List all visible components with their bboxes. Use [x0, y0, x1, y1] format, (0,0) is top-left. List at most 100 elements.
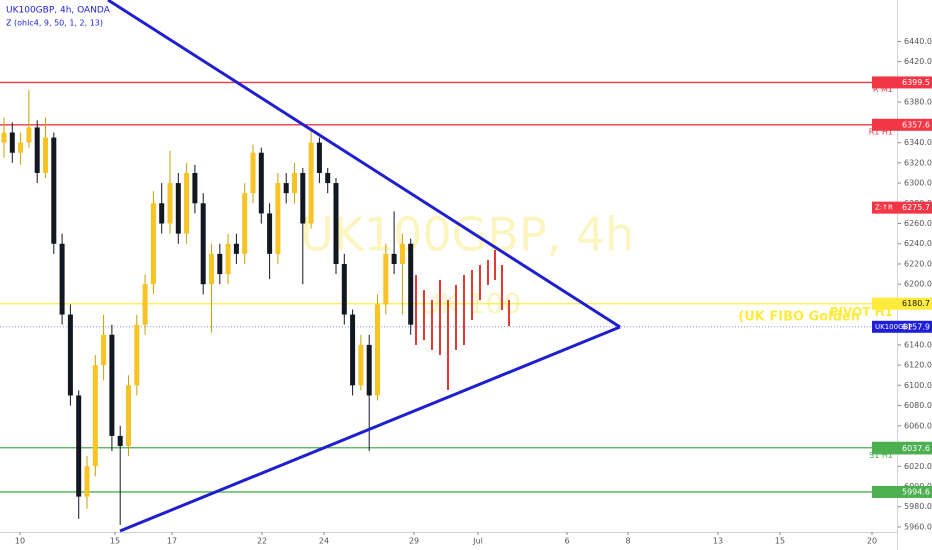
candle-body [283, 183, 289, 194]
candle-body [175, 183, 181, 234]
candle-body [242, 193, 248, 254]
y-tick-label: 6100.0 [904, 381, 932, 390]
price-tag-name: Z:↑R [875, 204, 893, 212]
candle-body [408, 243, 414, 325]
candle-body [333, 183, 339, 264]
level-name: R1 H1 [869, 127, 893, 136]
y-tick-label: 6300.0 [904, 179, 932, 188]
y-tick-label: 6080.0 [904, 401, 932, 410]
candle-body [391, 253, 397, 264]
y-tick-label: 6220.0 [904, 259, 932, 268]
watermark: UK100GBP, 4h [300, 208, 634, 262]
indicator-label: Z (ohlc4, 9, 50, 1, 2, 13) [6, 19, 103, 28]
candle-body [225, 243, 231, 275]
candle-body [59, 243, 65, 315]
price-tag-value: 6037.6 [902, 444, 930, 453]
level-name: R M1 [873, 85, 893, 94]
candle-body [375, 304, 380, 396]
candle-body [325, 172, 331, 184]
candle-body [126, 385, 131, 447]
x-tick-label: 13 [713, 537, 723, 546]
candle-body [34, 127, 40, 173]
candle-body [134, 324, 140, 386]
x-tick-label: 10 [15, 537, 25, 546]
x-tick-label: 17 [167, 537, 177, 546]
plot-layer [1, 90, 414, 525]
candle-body [275, 183, 281, 254]
x-tick-label: 22 [257, 537, 267, 546]
candle-body [167, 183, 173, 224]
price-tag [872, 201, 932, 214]
candle-body [109, 334, 115, 436]
candle-body [292, 172, 297, 194]
candle-body [350, 314, 356, 386]
y-tick-label: 6020.0 [904, 462, 932, 471]
y-tick-label: 6060.0 [904, 421, 932, 430]
candle-body [300, 172, 306, 224]
x-tick-label: 24 [319, 537, 329, 546]
annotation: (UK FIBO Golden [738, 310, 860, 325]
candle-body [217, 253, 223, 275]
x-tick-label: 15 [110, 537, 120, 546]
y-tick-label: 6320.0 [904, 158, 932, 167]
y-tick-label: 5960.0 [904, 522, 932, 531]
triangle-upper [107, 0, 621, 329]
price-tag-value: 6357.6 [902, 120, 930, 129]
x-tick-label: 6 [564, 537, 569, 546]
y-tick-label: 6260.0 [904, 219, 932, 228]
price-tag [872, 76, 932, 89]
candle-body [192, 172, 198, 204]
y-tick-label: 6380.0 [904, 98, 932, 107]
price-tag-value: 6157.9 [902, 322, 930, 331]
candle-body [1, 132, 7, 143]
candle-body [399, 243, 405, 264]
candle-body [308, 142, 314, 224]
candle-body [316, 142, 322, 173]
y-tick-label: 6420.0 [904, 57, 932, 66]
candle-body [101, 334, 107, 366]
candle-body [18, 142, 24, 153]
candle-body [358, 344, 364, 386]
candle-body [76, 395, 82, 497]
x-tick-label: 8 [625, 537, 630, 546]
chart-title: UK100GBP, 4h, OANDA [6, 6, 111, 16]
price-tag [872, 442, 932, 455]
price-tag-value: 6275.7 [902, 203, 930, 212]
level-name: S1 H1 [869, 451, 893, 460]
candle-body [209, 253, 214, 285]
price-tag [872, 297, 932, 310]
candle-body [200, 203, 206, 285]
x-tick-label: 15 [775, 537, 785, 546]
candle-body [51, 137, 57, 244]
y-tick-label: 6440.0 [904, 37, 932, 46]
candle-body [383, 253, 389, 305]
y-tick-label: 5980.0 [904, 502, 932, 511]
candle-body [233, 243, 239, 254]
background-layer [0, 81, 898, 493]
candle-body [258, 152, 264, 214]
projection-bars [415, 250, 510, 390]
candle-body [84, 466, 90, 497]
price-tag-value: 5994.6 [902, 487, 930, 496]
level-name: PIVOT H1 [830, 305, 893, 319]
price-tag-value: 6399.5 [902, 78, 930, 87]
y-tick-label: 6120.0 [904, 361, 932, 370]
candle-body [267, 213, 273, 254]
price-tag [872, 320, 932, 333]
candle-body [117, 435, 123, 447]
price-tag-name: UK100GBP [875, 323, 913, 331]
triangle-lower [119, 325, 621, 533]
candle-body [184, 172, 190, 234]
y-tick-label: 6200.0 [904, 280, 932, 289]
candle-body [250, 152, 256, 194]
x-tick-label: Jul [472, 537, 483, 546]
price-tag [872, 485, 932, 498]
candle-body [142, 284, 148, 325]
x-tick-label: 29 [409, 537, 419, 546]
axis-layer: 5960.05980.06000.06020.06040.06060.06080… [15, 37, 932, 546]
candle-body [43, 137, 48, 173]
candle-body [366, 344, 372, 396]
candle-body [9, 132, 15, 153]
price-tag [872, 118, 932, 131]
